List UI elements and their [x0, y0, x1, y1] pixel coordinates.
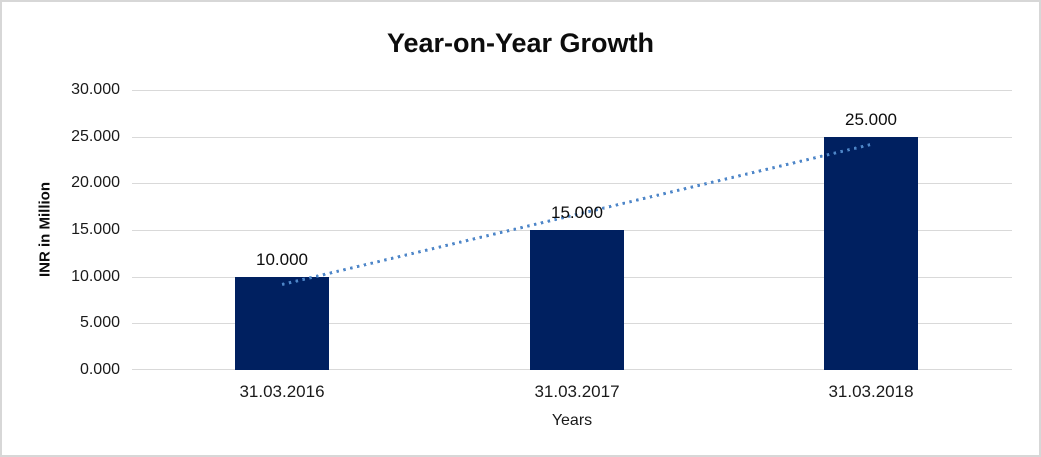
x-tick-label: 31.03.2016: [239, 382, 325, 401]
plot-area: 10.000 15.000 25.000: [132, 90, 1012, 370]
y-tick-label: 0.000: [79, 361, 120, 378]
bar-2016: [235, 276, 329, 370]
x-axis-title: Years: [551, 412, 593, 429]
x-tick-label: 31.03.2018: [828, 382, 914, 401]
chart-title: Year-on-Year Growth: [386, 28, 655, 58]
bar-value-label: 25.000: [845, 109, 897, 129]
y-axis: 30.000 25.000 20.000 15.000 10.000 5.000…: [2, 81, 120, 378]
bar-value-label: 10.000: [256, 249, 308, 269]
y-tick-label: 25.000: [71, 128, 120, 145]
x-tick-label: 31.03.2017: [534, 382, 620, 401]
gridline: [132, 136, 1012, 138]
bar-value-label: 15.000: [551, 203, 603, 222]
gridline: [132, 90, 1012, 91]
gridline: [132, 183, 1012, 185]
y-tick-label: 20.000: [71, 174, 120, 191]
y-tick-label: 15.000: [71, 221, 120, 238]
bar-2018: [824, 136, 918, 370]
y-tick-label: 10.000: [71, 268, 120, 285]
bar-2017: [530, 230, 624, 370]
y-tick-label: 30.000: [71, 81, 120, 98]
y-tick-label: 5.000: [79, 314, 120, 331]
